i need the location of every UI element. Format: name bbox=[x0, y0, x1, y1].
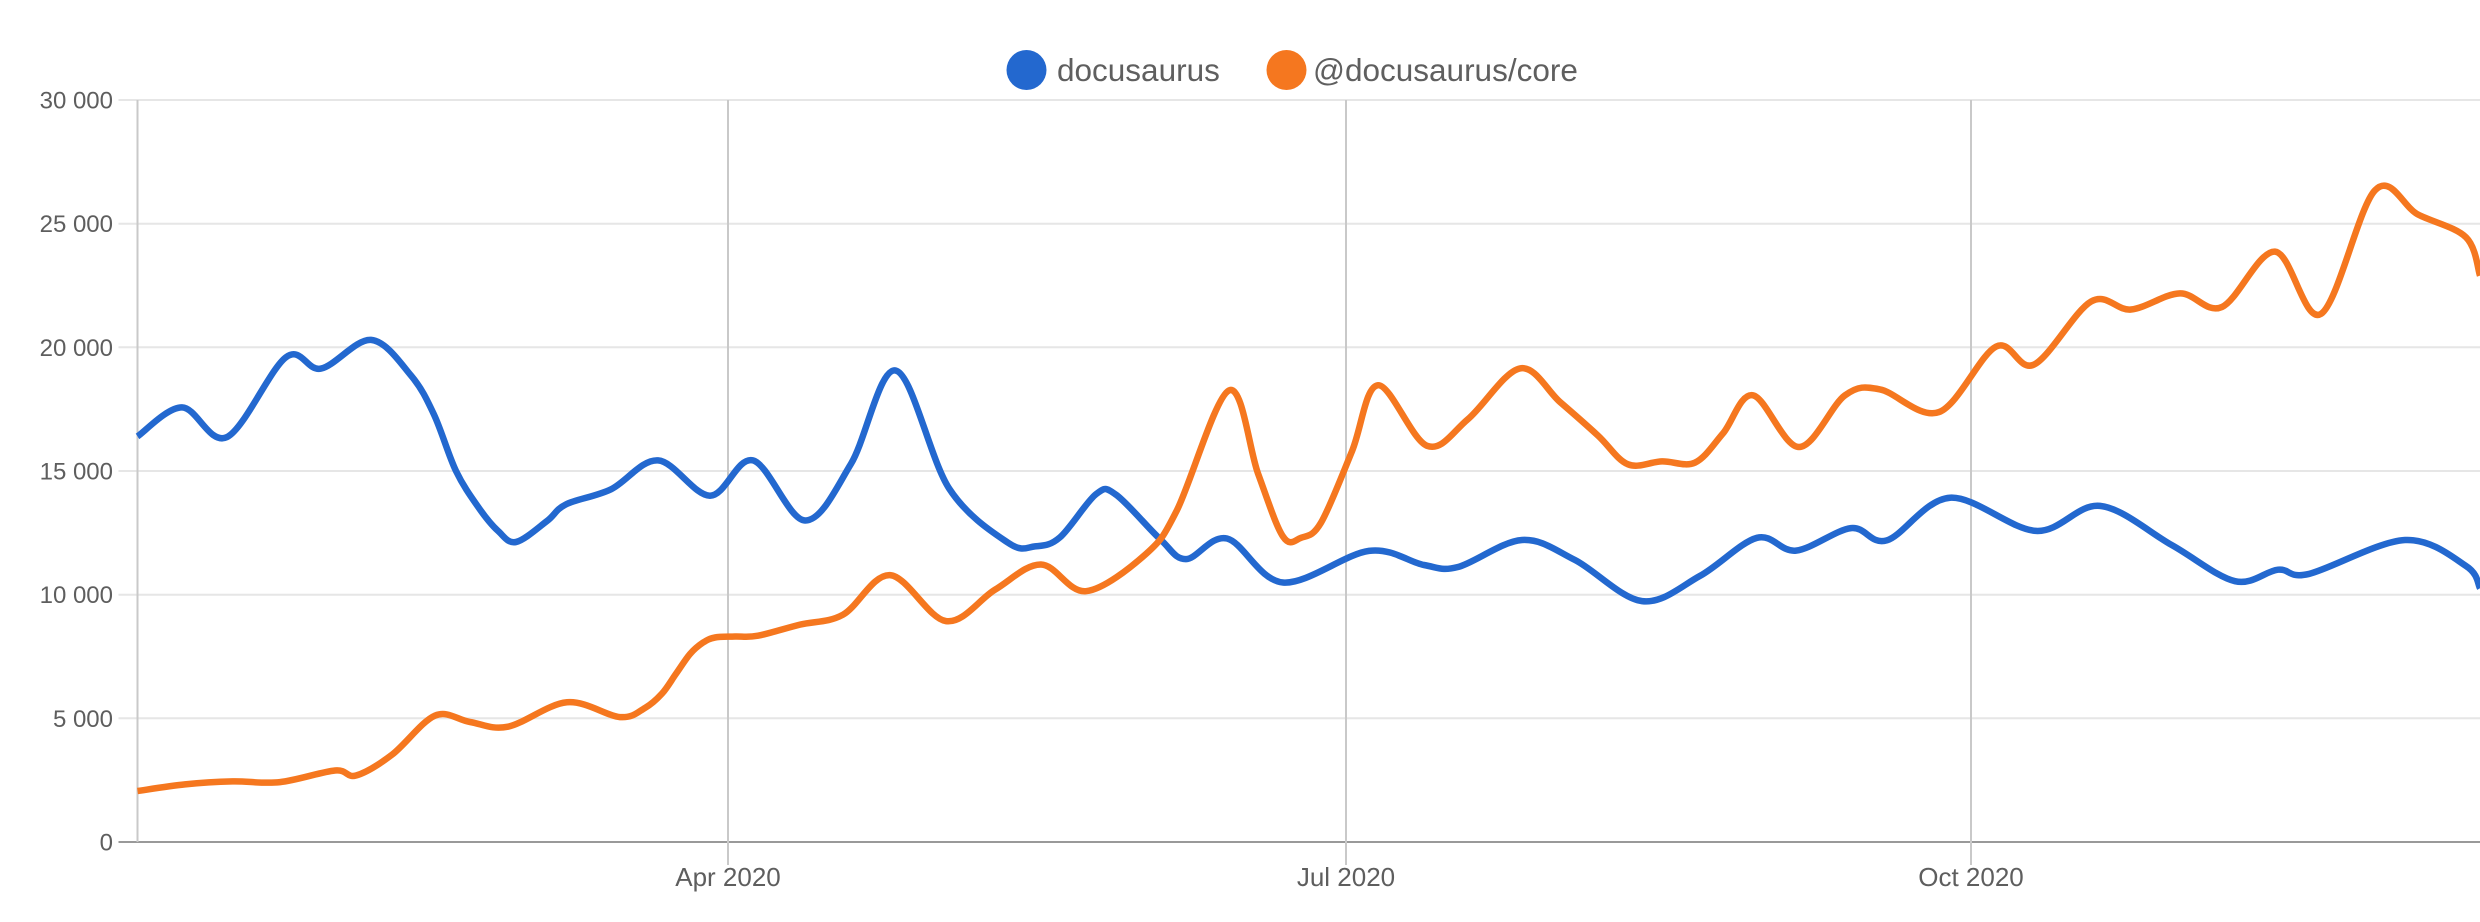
svg-text:25 000: 25 000 bbox=[40, 211, 113, 238]
svg-text:10 000: 10 000 bbox=[40, 582, 113, 609]
svg-text:Jul 2020: Jul 2020 bbox=[1297, 862, 1395, 892]
svg-text:0: 0 bbox=[100, 830, 113, 857]
svg-text:5 000: 5 000 bbox=[53, 706, 113, 733]
svg-text:20 000: 20 000 bbox=[40, 335, 113, 362]
svg-text:30 000: 30 000 bbox=[40, 88, 113, 115]
svg-text:Apr 2020: Apr 2020 bbox=[675, 862, 781, 892]
svg-text:docusaurus: docusaurus bbox=[1057, 52, 1220, 88]
svg-text:@docusaurus/core: @docusaurus/core bbox=[1313, 52, 1578, 88]
svg-text:Oct 2020: Oct 2020 bbox=[1918, 862, 2024, 892]
svg-text:15 000: 15 000 bbox=[40, 459, 113, 486]
